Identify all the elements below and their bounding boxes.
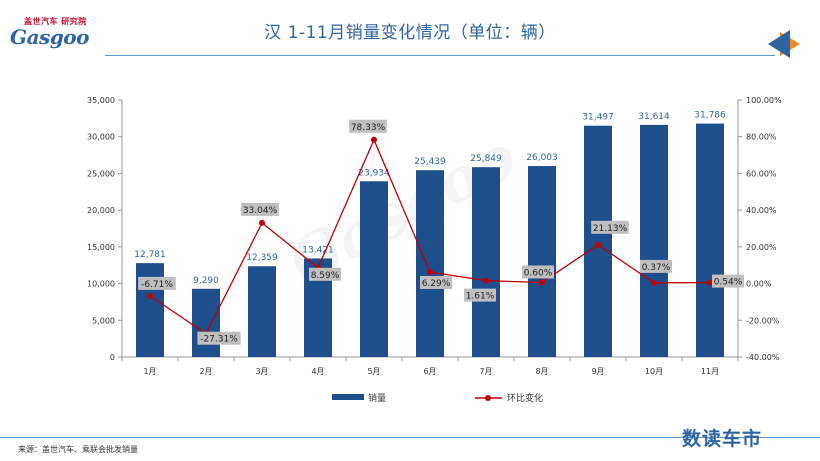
line-point-7 (483, 277, 489, 284)
y-left-tick-label: 0 (110, 353, 115, 362)
bar-value-label: 25,439 (414, 157, 446, 167)
legend-label-bar: 销量 (368, 392, 386, 404)
line-point-3 (259, 219, 265, 226)
legend-swatch-bar (332, 394, 364, 400)
y-left-tick-label: 25,000 (87, 169, 115, 178)
bar-3 (248, 266, 276, 357)
line-point-8 (539, 279, 545, 286)
bar-value-label: 12,359 (246, 253, 278, 263)
x-tick-label: 3月 (255, 367, 268, 376)
line-label-box (522, 265, 554, 279)
line-label-box (712, 274, 744, 288)
brand-label: 数读车市 (681, 428, 762, 450)
line-point-9 (595, 241, 601, 248)
line-value-label: 78.33% (351, 123, 386, 133)
bar-2 (192, 288, 220, 357)
bar-7 (472, 167, 500, 357)
bar-9 (584, 125, 612, 357)
gasgoo-logo: 盖世汽车 研究院 Gasgoo (10, 16, 102, 52)
bar-value-label: 13,421 (302, 245, 334, 255)
bar-value-label: 31,786 (694, 111, 726, 121)
legend-swatch-marker (485, 395, 491, 401)
back-arrow-icon[interactable] (766, 28, 810, 60)
bar-8 (528, 166, 556, 357)
line-label-box (640, 259, 672, 273)
x-tick-label: 10月 (645, 367, 663, 376)
x-tick-label: 4月 (311, 367, 324, 376)
bar-value-label: 9,290 (193, 276, 219, 286)
y-right-tick-label: -40.00% (746, 353, 780, 362)
line-value-label: 0.37% (642, 263, 671, 273)
bar-11 (696, 123, 724, 357)
bar-value-label: 31,497 (582, 113, 614, 123)
line-label-box (591, 220, 629, 234)
y-left-tick-label: 10,000 (87, 280, 115, 289)
line-label-box (138, 276, 176, 290)
line-value-label: 0.60% (524, 268, 553, 278)
line-label-box (241, 202, 279, 216)
bar-6 (416, 170, 444, 357)
y-left-tick-label: 5,000 (92, 316, 115, 325)
y-right-tick-label: 100.00% (746, 96, 782, 105)
bar-value-label: 26,003 (526, 153, 558, 163)
line-value-label: 6.29% (422, 279, 451, 289)
footer-divider (0, 437, 820, 438)
logo-top-text: 盖世汽车 研究院 (24, 17, 87, 26)
y-left-tick-label: 20,000 (87, 206, 115, 215)
y-left-tick-label: 15,000 (87, 243, 115, 252)
y-left-tick-label: 35,000 (87, 96, 115, 105)
x-tick-label: 6月 (423, 367, 436, 376)
line-label-box (420, 276, 452, 290)
x-tick-label: 8月 (535, 367, 548, 376)
line-value-label: 0.54% (714, 278, 743, 288)
line-label-box (197, 331, 241, 345)
bar-value-label: 25,849 (470, 154, 502, 164)
bar-10 (640, 124, 668, 357)
y-right-tick-label: 20.00% (746, 243, 777, 252)
line-point-10 (651, 279, 657, 286)
bar-value-label: 12,781 (134, 250, 166, 260)
y-left-tick-label: 30,000 (87, 133, 115, 142)
x-tick-label: 5月 (367, 367, 380, 376)
line-value-label: 21.13% (593, 224, 628, 234)
bar-value-label: 23,934 (358, 168, 390, 178)
line-point-5 (371, 136, 377, 143)
y-right-tick-label: 0.00% (746, 280, 772, 289)
x-tick-label: 11月 (701, 367, 719, 376)
y-right-tick-label: -20.00% (746, 316, 780, 325)
line-value-label: 8.59% (311, 271, 340, 281)
chart-title: 汉 1-11月销量变化情况（单位：辆） (264, 23, 556, 43)
x-tick-label: 1月 (143, 367, 156, 376)
bar-5 (360, 181, 388, 357)
title-divider (105, 55, 775, 56)
line-point-6 (427, 269, 433, 276)
y-right-tick-label: 60.00% (746, 169, 777, 178)
x-tick-label: 9月 (591, 367, 604, 376)
line-label-box (349, 119, 387, 133)
line-value-label: 33.04% (243, 206, 278, 216)
line-value-label: -6.71% (141, 280, 173, 290)
y-right-tick-label: 80.00% (746, 133, 777, 142)
x-tick-label: 2月 (199, 367, 212, 376)
line-value-label: 1.61% (466, 292, 495, 302)
y-right-tick-label: 40.00% (746, 206, 777, 215)
logo-main-text: Gasgoo (10, 25, 89, 49)
line-point-11 (707, 279, 713, 286)
line-point-1 (147, 292, 153, 299)
x-tick-label: 7月 (479, 367, 492, 376)
legend-label-line: 环比变化 (507, 392, 543, 404)
line-label-box (464, 288, 496, 302)
source-note: 来源：盖世汽车、乘联会批发销量 (18, 445, 138, 454)
line-label-box (309, 267, 341, 281)
bar-value-label: 31,614 (638, 112, 670, 122)
line-value-label: -27.31% (200, 335, 238, 345)
